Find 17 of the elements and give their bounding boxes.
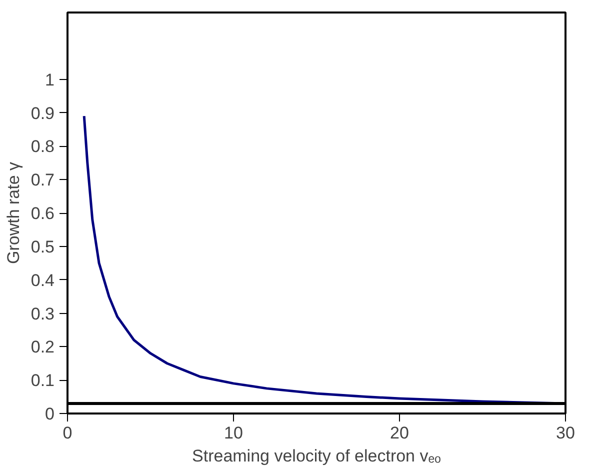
y-tick-label: 0.7 <box>30 170 55 190</box>
y-tick-label: 0.3 <box>30 304 55 324</box>
y-tick-label: 0.6 <box>30 204 55 223</box>
y-tick-label: 1 <box>45 70 55 90</box>
y-tick-label: 0.9 <box>30 104 55 123</box>
y-axis-title: Growth rate γ <box>4 161 23 264</box>
y-tick-label: 0.4 <box>30 270 55 290</box>
y-tick-label: 0.2 <box>30 338 55 357</box>
x-tick-label: 0 <box>62 424 72 442</box>
y-tick-label: 0.5 <box>30 237 55 256</box>
y-tick-label: 0 <box>45 404 55 424</box>
x-tick-label: 10 <box>224 424 243 442</box>
y-tick-label: 0.1 <box>30 371 55 390</box>
y-tick-label: 0.8 <box>30 137 55 156</box>
x-tick-label: 30 <box>556 424 575 442</box>
x-axis-title: Streaming velocity of electron vₑₒ <box>192 446 441 466</box>
x-tick-label: 20 <box>390 424 409 442</box>
